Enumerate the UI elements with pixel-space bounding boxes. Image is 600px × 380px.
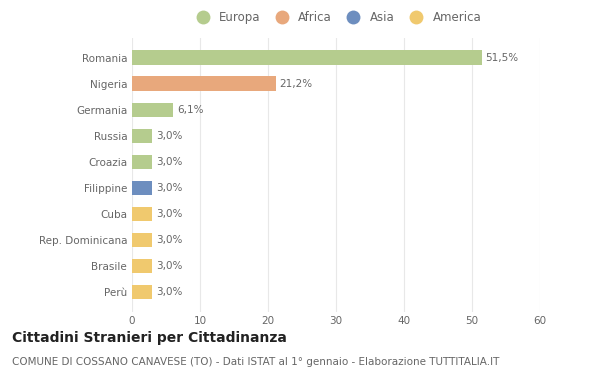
- Text: Cittadini Stranieri per Cittadinanza: Cittadini Stranieri per Cittadinanza: [12, 331, 287, 345]
- Bar: [132, 180, 152, 195]
- Bar: [132, 155, 152, 169]
- Bar: [132, 76, 276, 91]
- Bar: [132, 207, 152, 221]
- Legend: Europa, Africa, Asia, America: Europa, Africa, Asia, America: [188, 9, 484, 27]
- Text: 3,0%: 3,0%: [156, 261, 182, 271]
- Text: 3,0%: 3,0%: [156, 235, 182, 245]
- Bar: [132, 285, 152, 299]
- Bar: [132, 103, 173, 117]
- Text: 3,0%: 3,0%: [156, 131, 182, 141]
- Text: 6,1%: 6,1%: [177, 105, 203, 115]
- Bar: [132, 259, 152, 273]
- Text: 3,0%: 3,0%: [156, 287, 182, 297]
- Text: COMUNE DI COSSANO CANAVESE (TO) - Dati ISTAT al 1° gennaio - Elaborazione TUTTIT: COMUNE DI COSSANO CANAVESE (TO) - Dati I…: [12, 357, 499, 367]
- Text: 3,0%: 3,0%: [156, 157, 182, 167]
- Text: 3,0%: 3,0%: [156, 209, 182, 219]
- Bar: [132, 51, 482, 65]
- Bar: [132, 233, 152, 247]
- Bar: [132, 128, 152, 143]
- Text: 51,5%: 51,5%: [485, 52, 519, 63]
- Text: 21,2%: 21,2%: [280, 79, 313, 89]
- Text: 3,0%: 3,0%: [156, 183, 182, 193]
